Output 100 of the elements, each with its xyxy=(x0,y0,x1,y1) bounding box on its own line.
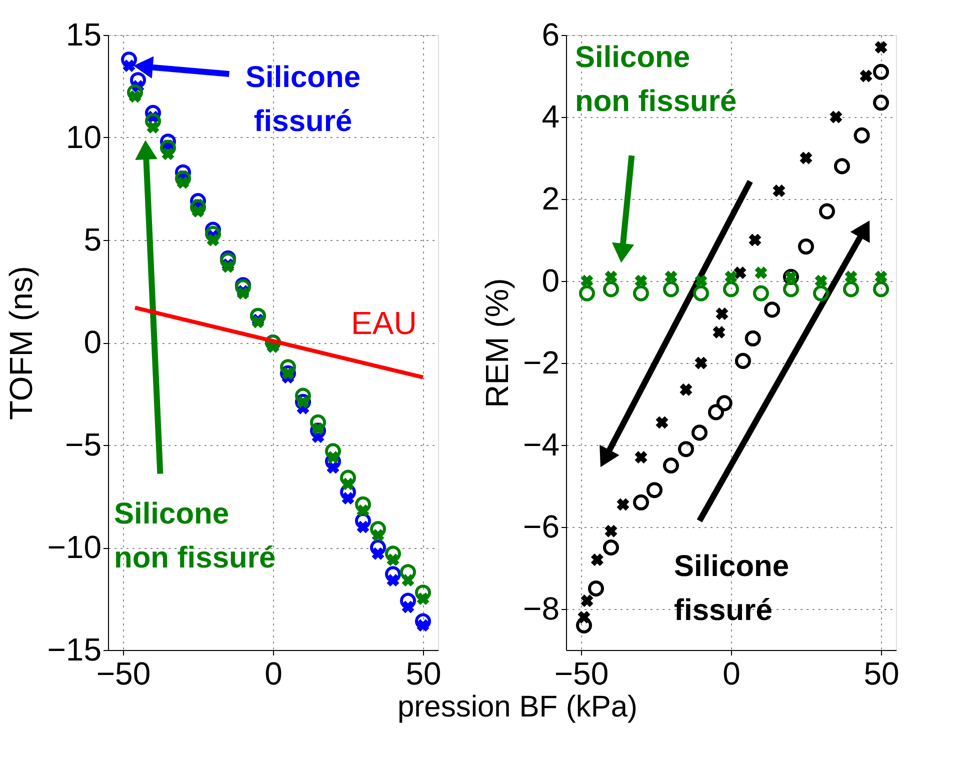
point xyxy=(830,110,842,124)
point xyxy=(632,494,650,510)
point xyxy=(662,281,680,298)
point xyxy=(206,234,220,246)
point xyxy=(678,441,694,458)
point xyxy=(402,574,414,587)
point xyxy=(874,41,888,54)
point xyxy=(834,158,850,174)
point xyxy=(588,580,604,597)
point xyxy=(402,600,414,614)
point xyxy=(144,113,162,130)
point xyxy=(370,521,386,538)
point xyxy=(734,266,746,280)
point xyxy=(602,281,620,298)
point xyxy=(354,496,372,512)
point xyxy=(764,302,780,318)
point xyxy=(342,478,354,490)
point xyxy=(812,285,830,302)
point xyxy=(414,613,432,630)
point xyxy=(414,584,432,601)
x-tick-label: 0 xyxy=(722,656,740,692)
y-axis-title: TOFM (ns) xyxy=(3,266,40,420)
point xyxy=(162,148,174,160)
point xyxy=(842,281,860,298)
point xyxy=(356,520,370,534)
y-tick-label: −10 xyxy=(47,529,102,565)
x-tick-label: 0 xyxy=(264,656,282,692)
point xyxy=(370,539,386,556)
y-tick-label: −6 xyxy=(523,508,560,544)
point xyxy=(844,270,858,284)
point xyxy=(634,274,648,288)
point xyxy=(744,330,761,346)
point xyxy=(602,539,620,556)
point xyxy=(236,287,250,300)
point xyxy=(312,422,324,435)
x-tick-label: 50 xyxy=(406,656,442,692)
point xyxy=(752,285,770,302)
point xyxy=(310,422,326,439)
series-label: EAU xyxy=(351,305,417,342)
point xyxy=(578,285,596,302)
point xyxy=(604,524,618,538)
point xyxy=(386,554,400,566)
point xyxy=(691,424,708,441)
y-tick-label: 6 xyxy=(542,16,560,52)
y-tick-label: 4 xyxy=(542,98,560,134)
point xyxy=(694,274,708,288)
y-tick-label: 2 xyxy=(542,180,560,216)
point xyxy=(146,120,160,134)
point xyxy=(818,203,836,220)
y-tick-label: −8 xyxy=(523,590,560,626)
point xyxy=(734,352,752,369)
point xyxy=(160,140,176,156)
point xyxy=(872,94,890,111)
point xyxy=(590,554,604,566)
point xyxy=(580,274,594,288)
point xyxy=(656,416,668,429)
point xyxy=(280,359,296,376)
point xyxy=(416,592,430,606)
point xyxy=(354,512,372,529)
y-axis-title: REM (%) xyxy=(479,278,516,408)
point xyxy=(122,59,136,72)
point xyxy=(772,184,786,198)
y-tick-label: −2 xyxy=(523,344,560,380)
y-tick-label: 0 xyxy=(542,262,560,298)
y-tick-label: −4 xyxy=(523,426,560,462)
point xyxy=(798,238,814,255)
point xyxy=(724,270,738,284)
x-tick-label: −50 xyxy=(554,656,609,692)
point xyxy=(356,504,370,517)
annotation: Silicone non fissuré xyxy=(575,40,737,118)
x-tick-label: 50 xyxy=(864,656,900,692)
point xyxy=(872,64,890,80)
point xyxy=(604,270,618,284)
point xyxy=(716,395,732,412)
point xyxy=(754,266,768,280)
point xyxy=(722,281,740,298)
point xyxy=(860,70,872,82)
point xyxy=(310,414,326,430)
point xyxy=(384,566,402,582)
point xyxy=(634,451,648,464)
point xyxy=(340,470,356,486)
point xyxy=(400,592,416,609)
point xyxy=(176,176,190,189)
point xyxy=(616,498,630,511)
point xyxy=(872,281,890,298)
y-tick-label: 15 xyxy=(66,16,102,52)
y-tick-label: −5 xyxy=(65,426,102,462)
annotation: Silicone fissuré xyxy=(245,61,361,138)
point xyxy=(580,594,594,608)
point xyxy=(854,127,870,144)
point xyxy=(632,285,650,302)
point xyxy=(814,274,828,288)
y-tick-label: 5 xyxy=(84,222,102,258)
point xyxy=(782,281,800,298)
point xyxy=(384,546,402,562)
point xyxy=(326,451,340,464)
point xyxy=(126,84,144,100)
point xyxy=(372,547,384,560)
point xyxy=(386,574,400,587)
y-tick-label: 0 xyxy=(84,324,102,360)
